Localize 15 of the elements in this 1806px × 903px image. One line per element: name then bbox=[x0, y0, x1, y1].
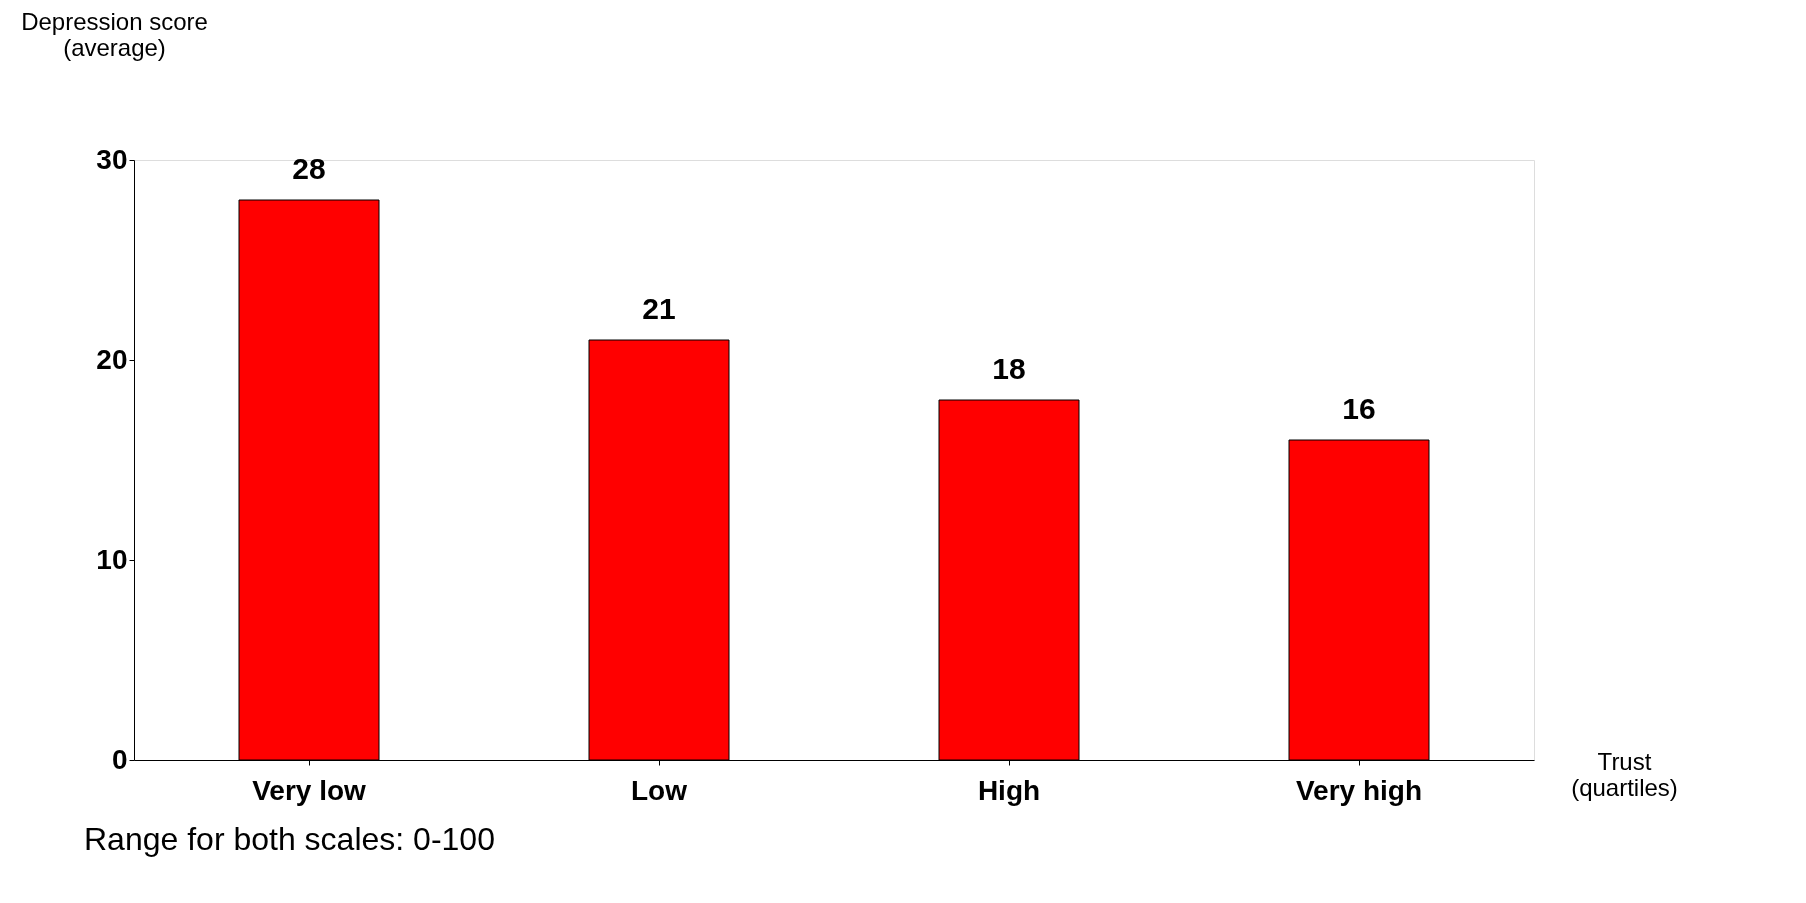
x-tick-label: Very low bbox=[252, 774, 367, 806]
y-tick-label: 10 bbox=[96, 543, 128, 575]
text: Range for both scales: 0-100 bbox=[84, 821, 495, 857]
data-label: 16 bbox=[1342, 392, 1376, 425]
x-tick-label: Low bbox=[631, 774, 688, 806]
y-axis-title: Depression score (average) bbox=[21, 7, 208, 61]
y-tick-label: 20 bbox=[96, 343, 128, 375]
data-label: 28 bbox=[292, 152, 326, 185]
x-tick-label: Very high bbox=[1295, 774, 1423, 806]
data-label: 21 bbox=[642, 292, 676, 325]
y-tick-label: 30 bbox=[96, 143, 128, 175]
x-tick-label: High bbox=[977, 774, 1041, 806]
x-axis-title: Trust (quartiles) bbox=[1571, 747, 1678, 801]
y-tick-label: 0 bbox=[111, 743, 128, 775]
data-label: 18 bbox=[992, 352, 1026, 385]
